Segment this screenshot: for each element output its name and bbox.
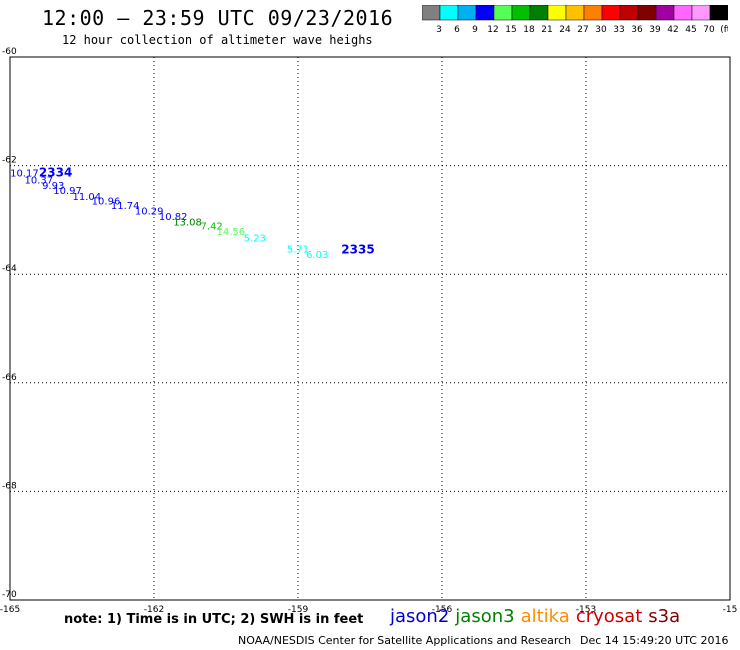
time-label: 2334 (39, 165, 72, 179)
scale-label: 21 (541, 25, 552, 35)
scale-label: 42 (667, 25, 678, 35)
y-tick-label: -60 (2, 47, 17, 57)
satellite-legend-item: cryosat (575, 606, 643, 627)
wave-height-label: 5.71 (287, 244, 309, 255)
map-subtitle: 12 hour collection of altimeter wave hei… (62, 33, 373, 47)
scale-label: 39 (649, 25, 661, 35)
scale-label: 12 (487, 25, 498, 35)
map-title: 12:00 – 23:59 UTC 09/23/2016 (42, 6, 394, 30)
satellite-legend-item: jason3 (455, 606, 515, 627)
wave-height-label: 14.56 (216, 227, 245, 238)
scale-label: 6 (454, 25, 460, 35)
satellite-legend-item: altika (520, 606, 570, 627)
scale-swatch (709, 5, 728, 21)
satellite-legend-item: jason2 (390, 606, 450, 627)
y-tick-label: -62 (2, 156, 17, 166)
scale-label: (ft) (720, 25, 728, 35)
y-tick-label: -64 (2, 264, 17, 274)
wave-height-label: 6.03 (306, 250, 328, 261)
x-tick-label: -162 (144, 605, 164, 615)
satellite-legend-item: s3a (648, 606, 681, 627)
scale-label: 36 (631, 25, 643, 35)
wave-height-label: 10.37 (24, 176, 53, 187)
wave-height-label: 13.08 (173, 217, 202, 228)
y-tick-label: -66 (2, 373, 17, 383)
x-tick-label: -153 (576, 605, 596, 615)
scale-label: 3 (436, 25, 442, 35)
timestamp-text: Dec 14 15:49:20 UTC 2016 (580, 634, 729, 647)
credit-text: NOAA/NESDIS Center for Satellite Applica… (238, 634, 572, 647)
wave-height-label: 10.82 (159, 212, 188, 223)
wave-height-label: 7.42 (200, 222, 222, 233)
wave-height-label: 11.04 (72, 192, 101, 203)
scale-label: 9 (472, 25, 478, 35)
wave-height-label: 9.93 (42, 181, 64, 192)
y-tick-label: -70 (2, 590, 17, 600)
y-tick-label: -68 (2, 481, 17, 491)
scale-label: 18 (523, 25, 535, 35)
wave-height-label: 10.17 (10, 168, 39, 179)
scale-label: 15 (505, 25, 516, 35)
x-tick-label: -156 (432, 605, 453, 615)
wave-height-label: 10.97 (53, 186, 82, 197)
scale-label: 33 (613, 25, 624, 35)
x-tick-label: -165 (0, 605, 20, 615)
scale-label: 30 (595, 25, 607, 35)
x-tick-label: -159 (288, 605, 309, 615)
wave-height-label: 11.74 (111, 201, 140, 212)
scale-label: 45 (685, 25, 696, 35)
scale-label: 70 (703, 25, 715, 35)
satellite-legend: jason2 jason3 altika cryosat s3a (390, 606, 686, 627)
wave-height-label: 10.29 (135, 206, 164, 217)
map-frame (9, 56, 731, 601)
footer-note: note: 1) Time is in UTC; 2) SWH is in fe… (64, 612, 364, 627)
scale-label: 24 (559, 25, 571, 35)
x-tick-label: -15 (723, 605, 738, 615)
wave-height-label: 5.23 (244, 234, 266, 245)
time-label: 2335 (341, 243, 374, 257)
scale-label: 27 (577, 25, 588, 35)
wave-height-label: 10.96 (92, 197, 121, 208)
